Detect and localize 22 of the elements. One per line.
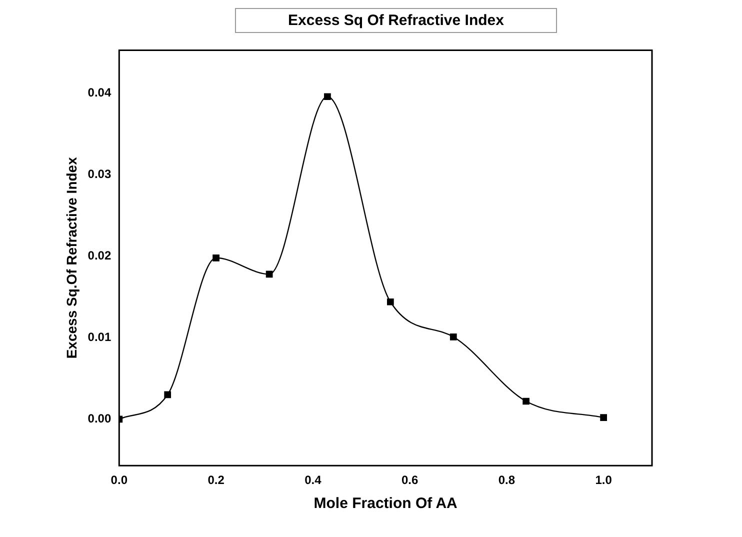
y-tick-label: 0.00 [88,411,112,426]
point [164,391,172,398]
y-tick-label: 0.02 [88,248,112,263]
x-tick-label: 0.8 [498,473,516,488]
point [600,414,607,421]
point [266,270,273,278]
point [386,298,394,306]
y-tick-label: 0.04 [88,86,112,100]
chart-title: Excess Sq Of Refractive Index [235,8,557,33]
x-tick-label: 0.6 [401,473,418,488]
x-tick-label: 0.2 [208,473,225,488]
x-tick-label: 0.0 [110,473,128,488]
y-tick-label: 0.01 [88,330,112,344]
point [450,333,457,340]
point [522,398,530,405]
y-axis-title: Excess Sq.Of Refractive Index [63,156,80,359]
point [212,254,220,262]
x-tick-label: 0.4 [304,473,322,488]
point [324,93,331,100]
x-tick-label: 1.0 [595,473,612,488]
x-axis-title: Mole Fraction Of AA [314,495,458,512]
y-tick-label: 0.03 [88,167,112,182]
